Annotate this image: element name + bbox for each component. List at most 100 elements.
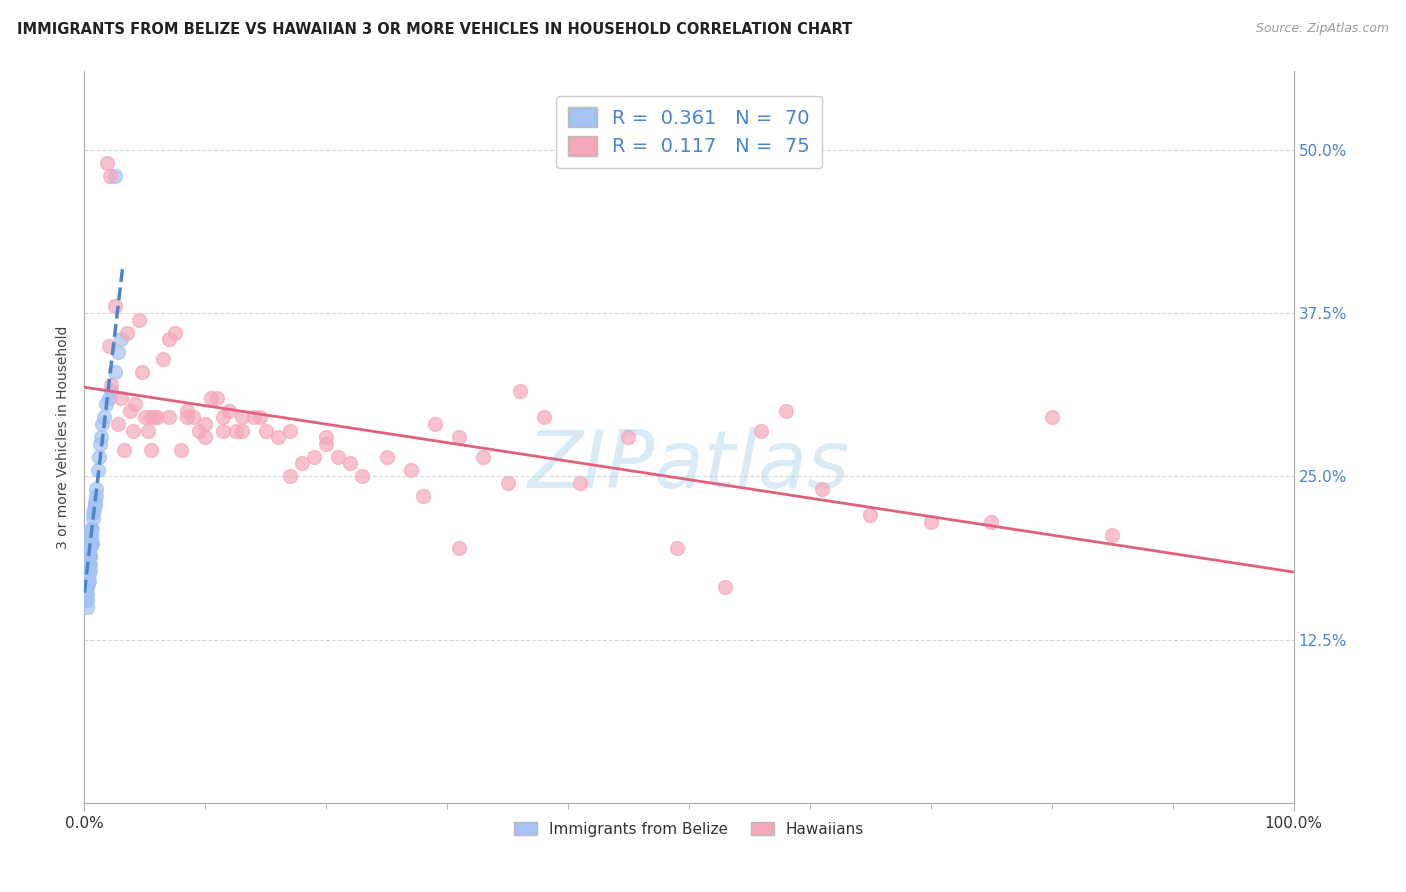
- Point: [77, 558, 100, 573]
- Point: [194, 417, 217, 431]
- Point: [449, 430, 471, 444]
- Point: [104, 365, 127, 379]
- Point: [79, 521, 101, 535]
- Point: [176, 410, 198, 425]
- Point: [811, 483, 834, 497]
- Point: [423, 417, 446, 431]
- Point: [76, 554, 98, 568]
- Point: [76, 580, 98, 594]
- Point: [80, 532, 103, 546]
- Point: [90, 430, 112, 444]
- Point: [859, 508, 882, 523]
- Point: [200, 391, 222, 405]
- Point: [86, 483, 108, 497]
- Point: [242, 410, 264, 425]
- Point: [315, 430, 337, 444]
- Text: IMMIGRANTS FROM BELIZE VS HAWAIIAN 3 OR MORE VEHICLES IN HOUSEHOLD CORRELATION C: IMMIGRANTS FROM BELIZE VS HAWAIIAN 3 OR …: [17, 22, 852, 37]
- Point: [75, 548, 97, 562]
- Point: [110, 391, 132, 405]
- Point: [80, 528, 103, 542]
- Point: [75, 574, 97, 588]
- Point: [79, 548, 101, 562]
- Point: [131, 365, 153, 379]
- Point: [97, 391, 120, 405]
- Point: [134, 410, 156, 425]
- Point: [79, 534, 101, 549]
- Point: [617, 430, 640, 444]
- Point: [79, 528, 101, 542]
- Point: [170, 443, 193, 458]
- Point: [80, 537, 103, 551]
- Point: [112, 443, 135, 458]
- Point: [107, 417, 129, 431]
- Point: [194, 430, 217, 444]
- Point: [328, 450, 350, 464]
- Point: [157, 332, 180, 346]
- Point: [267, 430, 290, 444]
- Point: [665, 541, 688, 555]
- Point: [775, 404, 797, 418]
- Point: [124, 397, 146, 411]
- Point: [75, 580, 97, 594]
- Point: [79, 545, 101, 559]
- Point: [76, 567, 98, 582]
- Point: [339, 456, 361, 470]
- Point: [165, 326, 187, 340]
- Point: [79, 550, 101, 565]
- Point: [231, 424, 253, 438]
- Point: [110, 332, 132, 346]
- Point: [375, 450, 398, 464]
- Point: [104, 300, 127, 314]
- Point: [100, 377, 122, 392]
- Point: [77, 554, 100, 568]
- Point: [249, 410, 271, 425]
- Point: [120, 404, 142, 418]
- Point: [77, 541, 100, 555]
- Y-axis label: 3 or more Vehicles in Household: 3 or more Vehicles in Household: [56, 326, 70, 549]
- Point: [138, 424, 160, 438]
- Point: [509, 384, 531, 399]
- Point: [1101, 528, 1123, 542]
- Point: [496, 475, 519, 490]
- Point: [75, 554, 97, 568]
- Point: [399, 463, 422, 477]
- Point: [96, 156, 118, 170]
- Point: [212, 424, 235, 438]
- Point: [143, 410, 166, 425]
- Point: [115, 326, 138, 340]
- Point: [86, 463, 108, 477]
- Point: [75, 587, 97, 601]
- Point: [94, 397, 117, 411]
- Point: [181, 410, 204, 425]
- Point: [76, 558, 98, 573]
- Point: [77, 548, 100, 562]
- Point: [75, 567, 97, 582]
- Point: [157, 410, 180, 425]
- Point: [569, 475, 592, 490]
- Point: [83, 498, 105, 512]
- Point: [278, 424, 301, 438]
- Point: [188, 424, 211, 438]
- Point: [352, 469, 374, 483]
- Point: [77, 541, 100, 555]
- Point: [152, 351, 174, 366]
- Point: [93, 410, 115, 425]
- Point: [139, 410, 162, 425]
- Point: [77, 576, 100, 591]
- Point: [91, 417, 114, 431]
- Point: [291, 456, 314, 470]
- Point: [76, 563, 98, 577]
- Point: [79, 528, 101, 542]
- Point: [79, 557, 101, 571]
- Point: [83, 502, 105, 516]
- Text: Source: ZipAtlas.com: Source: ZipAtlas.com: [1256, 22, 1389, 36]
- Point: [87, 450, 110, 464]
- Point: [75, 534, 97, 549]
- Point: [212, 410, 235, 425]
- Text: ZIPatlas: ZIPatlas: [527, 427, 851, 506]
- Point: [302, 450, 325, 464]
- Point: [75, 541, 97, 555]
- Point: [89, 436, 111, 450]
- Point: [128, 312, 150, 326]
- Point: [80, 534, 103, 549]
